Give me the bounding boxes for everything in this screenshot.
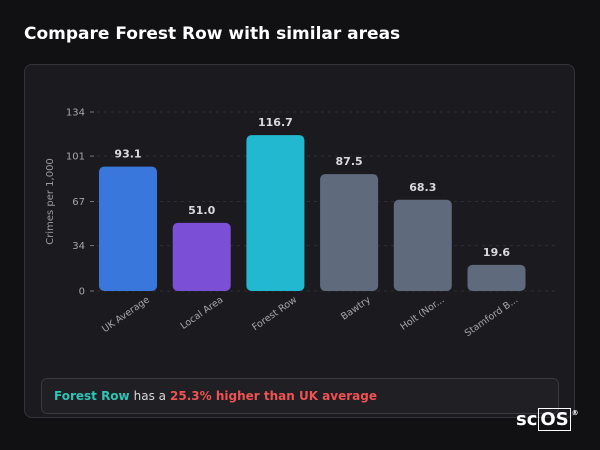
summary-area-name: Forest Row — [54, 389, 130, 403]
y-tick-label: 34 — [72, 241, 85, 252]
chart-card: Crimes per 1,000 0 34 67 101 134 93.1 UK Averag… — [24, 64, 575, 418]
x-category-label: Local Area — [179, 294, 226, 331]
bar — [320, 174, 379, 291]
bar-chart: Crimes per 1,000 0 34 67 101 134 93.1 UK Averag… — [45, 108, 555, 339]
comparison-summary: Forest Row has a 25.3% higher than UK av… — [41, 378, 559, 414]
x-category-label: UK Average — [100, 294, 152, 335]
bar-value-label: 87.5 — [336, 155, 363, 168]
bar-value-label: 68.3 — [409, 181, 436, 194]
y-tick-label: 0 — [79, 287, 85, 298]
y-tick-label: 67 — [72, 197, 85, 208]
x-category-label: Bawtry — [339, 294, 373, 322]
summary-delta: 25.3% higher than UK average — [170, 389, 377, 403]
page-title: Compare Forest Row with similar areas — [24, 24, 401, 44]
logo-registered-mark: ® — [571, 409, 579, 417]
y-tick-label: 101 — [66, 152, 85, 163]
logo-suffix: OS — [538, 408, 571, 431]
logo-prefix: sc — [516, 409, 538, 430]
bar-value-label: 116.7 — [258, 116, 293, 129]
bar-value-label: 19.6 — [483, 246, 510, 259]
bar — [467, 264, 526, 291]
x-category-label: Forest Row — [250, 294, 299, 333]
bar-value-label: 51.0 — [188, 204, 215, 217]
bar — [172, 222, 231, 291]
scos-logo: sc OS ® — [516, 408, 579, 431]
summary-text: has a — [133, 389, 167, 403]
y-axis-label: Crimes per 1,000 — [45, 158, 56, 245]
bar — [99, 166, 157, 291]
bar — [246, 135, 305, 291]
y-tick-label: 134 — [66, 108, 85, 119]
bar — [393, 199, 452, 291]
x-category-label: Holt (Nor... — [398, 294, 446, 332]
x-category-label: Stamford B... — [463, 294, 520, 339]
bar-value-label: 93.1 — [114, 148, 141, 161]
